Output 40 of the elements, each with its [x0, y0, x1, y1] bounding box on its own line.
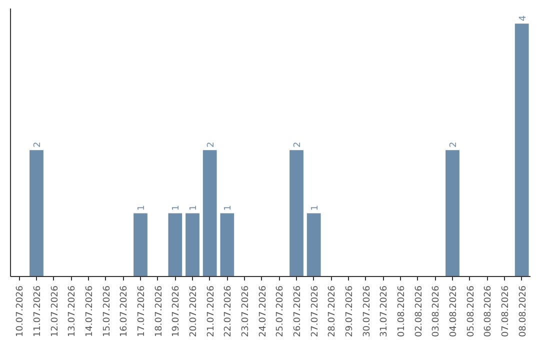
x-tick-label: 19.07.2026	[172, 285, 182, 338]
data-label: 1	[224, 205, 234, 211]
x-tick-label: 16.07.2026	[120, 285, 130, 338]
x-tick-label: 27.07.2026	[310, 285, 320, 338]
x-tick-label: 31.07.2026	[380, 285, 390, 338]
x-tick-label: 18.07.2026	[154, 285, 164, 338]
x-tick-label: 05.08.2026	[466, 285, 476, 338]
x-tick-label: 26.07.2026	[293, 285, 303, 338]
data-label: 2	[206, 142, 216, 148]
data-label: 1	[137, 205, 147, 211]
x-tick-label: 12.07.2026	[50, 285, 60, 338]
x-tick-label: 04.08.2026	[449, 285, 459, 338]
x-tick-label: 23.07.2026	[241, 285, 251, 338]
data-label: 2	[33, 142, 43, 148]
x-tick-label: 06.08.2026	[484, 285, 494, 338]
x-tick-label: 11.07.2026	[33, 285, 43, 338]
x-tick-label: 15.07.2026	[102, 285, 112, 338]
x-tick-label: 17.07.2026	[137, 285, 147, 338]
x-tick-label: 22.07.2026	[224, 285, 234, 338]
x-tick-label: 24.07.2026	[258, 285, 268, 338]
x-tick-label: 02.08.2026	[414, 285, 424, 338]
x-tick-label: 07.08.2026	[501, 285, 511, 338]
x-tick-label: 29.07.2026	[345, 285, 355, 338]
x-tick-label: 14.07.2026	[85, 285, 95, 338]
x-tick-label: 25.07.2026	[276, 285, 286, 338]
data-label: 1	[172, 205, 182, 211]
x-tick-label: 08.08.2026	[518, 285, 528, 338]
data-label: 1	[310, 205, 320, 211]
x-tick-label: 28.07.2026	[328, 285, 338, 338]
data-label: 1	[189, 205, 199, 211]
x-tick-label: 01.08.2026	[397, 285, 407, 338]
x-tick-label: 30.07.2026	[362, 285, 372, 338]
x-tick-label: 21.07.2026	[206, 285, 216, 338]
x-tick-label: 03.08.2026	[432, 285, 442, 338]
data-label: 2	[449, 142, 459, 148]
x-tick-label: 20.07.2026	[189, 285, 199, 338]
x-tick-label: 10.07.2026	[16, 285, 26, 338]
data-label: 2	[293, 142, 303, 148]
data-label: 4	[518, 15, 528, 22]
x-tick-label: 13.07.2026	[68, 285, 78, 338]
